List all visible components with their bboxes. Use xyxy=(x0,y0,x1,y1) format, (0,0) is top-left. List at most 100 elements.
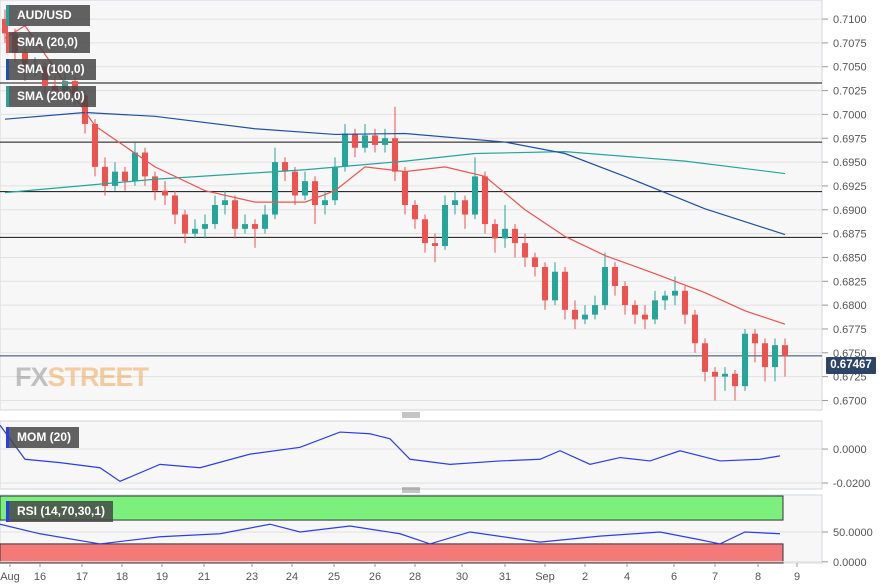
candle-body xyxy=(732,373,738,387)
candle-body xyxy=(2,19,8,34)
candle-body xyxy=(552,271,558,301)
x-tick-label: 17 xyxy=(76,571,88,583)
y-tick-label: 0.6750 xyxy=(833,348,867,360)
y-tick-label: 0.6975 xyxy=(833,133,867,145)
y-tick-label: 0.7100 xyxy=(833,14,867,26)
legend-color-swatch xyxy=(6,86,9,107)
sma20-line xyxy=(4,24,786,325)
legend-mom[interactable]: MOM (20) xyxy=(6,427,79,448)
candle-body xyxy=(412,205,418,220)
y-tick-label: -0.0200 xyxy=(833,478,870,490)
candle-body xyxy=(662,295,668,301)
x-tick-label: 25 xyxy=(328,571,340,583)
candle-body xyxy=(292,171,298,196)
y-tick-label: 0.7000 xyxy=(833,109,867,121)
candle-body xyxy=(442,205,448,246)
y-tick-label: 0.6875 xyxy=(833,229,867,241)
candle-body xyxy=(472,176,478,215)
legend-rsi[interactable]: RSI (14,70,30,1) xyxy=(6,501,114,522)
candle-body xyxy=(282,162,288,172)
candle-body xyxy=(462,200,468,215)
y-tick-label: 0.6700 xyxy=(833,395,867,407)
candle-body xyxy=(352,133,358,148)
y-tick-label: 0.6950 xyxy=(833,157,867,169)
x-tick-label: 26 xyxy=(369,571,381,583)
x-tick-label: 6 xyxy=(671,571,677,583)
x-tick-label: 7 xyxy=(712,571,718,583)
candle-body xyxy=(452,200,458,205)
candle-body xyxy=(492,224,498,239)
y-tick-label: 0.6825 xyxy=(833,276,867,288)
candle-body xyxy=(592,305,598,315)
legend-label: RSI (14,70,30,1) xyxy=(17,504,106,518)
legend-sma200[interactable]: SMA (200,0) xyxy=(6,86,96,107)
y-tick-label: 0.6725 xyxy=(833,372,867,384)
legend-label: SMA (20,0) xyxy=(17,35,78,49)
x-tick-label: 21 xyxy=(198,571,210,583)
y-tick-label: 0.0000 xyxy=(833,444,867,456)
mom-line xyxy=(0,424,781,483)
candle-body xyxy=(132,152,138,182)
candle-body xyxy=(172,195,178,215)
legend-label: SMA (200,0) xyxy=(17,89,85,103)
legend-color-swatch xyxy=(6,32,9,53)
candle-body xyxy=(82,95,88,124)
x-tick-label: 28 xyxy=(409,571,421,583)
candle-body xyxy=(562,271,568,310)
candle-body xyxy=(422,219,428,244)
candle-body xyxy=(402,171,408,205)
candle-body xyxy=(92,123,98,167)
candle-body xyxy=(242,224,248,229)
y-tick-label: 0.6775 xyxy=(833,324,867,336)
legend-sma20[interactable]: SMA (20,0) xyxy=(6,32,90,53)
candle-body xyxy=(272,162,278,215)
candle-body xyxy=(332,166,338,201)
x-tick-label: 19 xyxy=(156,571,168,583)
candle-body xyxy=(722,373,728,377)
x-tick-label: 24 xyxy=(286,571,298,583)
candle-body xyxy=(672,290,678,296)
sma100-line xyxy=(4,111,786,236)
x-tick-label: 23 xyxy=(246,571,258,583)
candle-body xyxy=(612,266,618,287)
candle-body xyxy=(232,200,238,229)
legend-color-swatch xyxy=(6,427,9,448)
candle-body xyxy=(762,343,768,368)
candle-body xyxy=(532,257,538,267)
candle-body xyxy=(202,224,208,229)
legend-label: MOM (20) xyxy=(17,430,71,444)
candle-body xyxy=(372,135,378,145)
candle-body xyxy=(742,333,748,387)
candle-body xyxy=(392,138,398,172)
y-tick-label: 0.6850 xyxy=(833,252,867,264)
legend-color-swatch xyxy=(6,501,9,522)
candle-body xyxy=(302,181,308,196)
candle-body xyxy=(652,300,658,320)
x-tick-label: 30 xyxy=(456,571,468,583)
candle-body xyxy=(782,345,788,356)
x-tick-label: 31 xyxy=(499,571,511,583)
x-tick-label: 18 xyxy=(116,571,128,583)
current-price-label: 0.67467 xyxy=(826,357,876,374)
candle-body xyxy=(482,176,488,225)
candle-body xyxy=(122,171,128,182)
legend-sma100[interactable]: SMA (100,0) xyxy=(6,59,96,80)
x-tick-label: 4 xyxy=(624,571,630,583)
candle-body xyxy=(542,266,548,301)
y-tick-label: 0.7050 xyxy=(833,62,867,74)
candle-body xyxy=(262,214,268,229)
candle-body xyxy=(772,345,778,368)
candle-body xyxy=(102,166,108,186)
rsi-overbought-zone xyxy=(0,495,784,521)
y-tick-label: 0.7075 xyxy=(833,38,867,50)
y-tick-label: 0.6925 xyxy=(833,181,867,193)
x-tick-label: 8 xyxy=(755,571,761,583)
candle-body xyxy=(752,333,758,344)
x-tick-label: 2 xyxy=(582,571,588,583)
candle-body xyxy=(622,286,628,306)
mom-panel xyxy=(0,420,823,490)
candle-body xyxy=(322,200,328,205)
legend-symbol[interactable]: AUD/USD xyxy=(6,5,90,26)
